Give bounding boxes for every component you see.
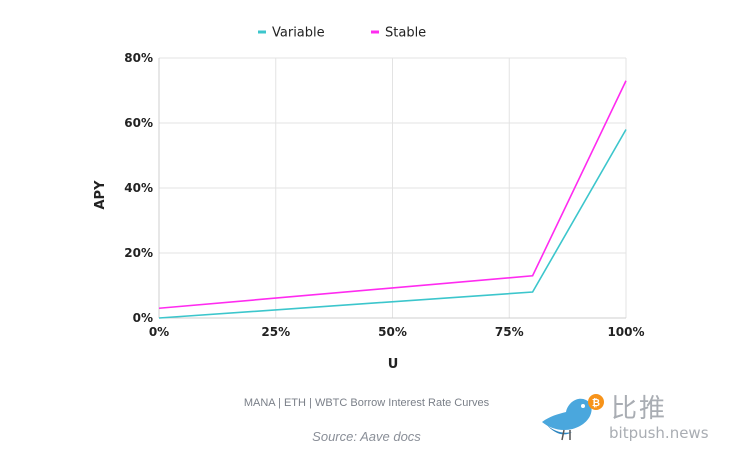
y-tick-label: 60% [124, 116, 153, 130]
legend: Variable Stable [258, 26, 426, 41]
x-tick-label: 50% [378, 325, 407, 339]
chart-caption: MANA | ETH | WBTC Borrow Interest Rate C… [243, 397, 490, 409]
source-note: Source: Aave docs [312, 429, 421, 444]
series-line-stable [158, 80, 627, 310]
y-tick-label: 80% [124, 51, 153, 65]
x-tick-label: 75% [495, 325, 524, 339]
y-axis-label: APY [93, 180, 108, 210]
y-tick-label: 40% [124, 181, 153, 195]
interest-rate-chart: 0% 25% 50% 75% 100% 0% 20% 40% 60% 80% Variable St… [93, 26, 645, 373]
watermark-cn: 比推 [611, 394, 668, 424]
legend-label-stable: Stable [385, 26, 426, 41]
x-tick-label: 25% [261, 325, 290, 339]
series-line-variable [158, 129, 627, 319]
series-lines [158, 80, 627, 319]
axes [158, 58, 626, 319]
tick-labels: 0% 25% 50% 75% 100% 0% 20% 40% 60% 80% [124, 51, 644, 339]
y-tick-label: 20% [124, 246, 153, 260]
bitpush-watermark: ₿ 比推 bitpush.news [536, 386, 726, 446]
bird-logo-icon: ₿ [542, 394, 604, 441]
svg-text:₿: ₿ [592, 397, 600, 409]
x-tick-label: 100% [607, 325, 644, 339]
watermark-en: bitpush.news [609, 424, 709, 442]
y-tick-label: 0% [133, 311, 153, 325]
legend-label-variable: Variable [272, 26, 325, 41]
x-tick-label: 0% [149, 325, 169, 339]
x-axis-label: U [388, 357, 399, 372]
grid [159, 57, 627, 318]
